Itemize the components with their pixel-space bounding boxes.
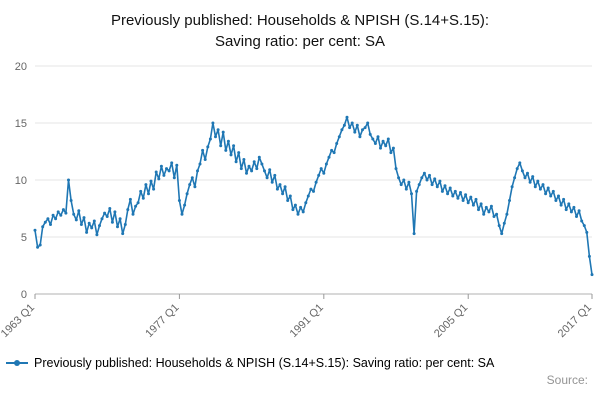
source-label: Source: bbox=[546, 373, 588, 387]
legend-dot bbox=[14, 360, 20, 366]
chart-svg: 0 5 10 15 20 1963 Q1 1977 Q1 1991 Q1 2005 Q1 2017… bbox=[0, 61, 594, 340]
legend: Previously published: Households & NPISH… bbox=[6, 356, 600, 370]
svg-text:2017 Q1: 2017 Q1 bbox=[556, 302, 594, 340]
svg-text:0: 0 bbox=[21, 289, 27, 301]
legend-item-label[interactable]: Previously published: Households & NPISH… bbox=[34, 356, 495, 370]
chart-title: Previously published: Households & NPISH… bbox=[110, 12, 490, 50]
svg-text:2005 Q1: 2005 Q1 bbox=[432, 302, 470, 340]
svg-text:1963 Q1: 1963 Q1 bbox=[0, 302, 37, 340]
svg-text:20: 20 bbox=[15, 61, 27, 73]
plot-area: 0 5 10 15 20 1963 Q1 1977 Q1 1991 Q1 2005 Q1 2017… bbox=[0, 54, 600, 354]
svg-text:5: 5 bbox=[21, 232, 27, 244]
svg-text:10: 10 bbox=[15, 175, 27, 187]
svg-text:15: 15 bbox=[15, 118, 27, 130]
svg-text:1977 Q1: 1977 Q1 bbox=[143, 302, 181, 340]
svg-text:1991 Q1: 1991 Q1 bbox=[288, 302, 326, 340]
legend-line-marker-icon[interactable] bbox=[6, 358, 28, 368]
